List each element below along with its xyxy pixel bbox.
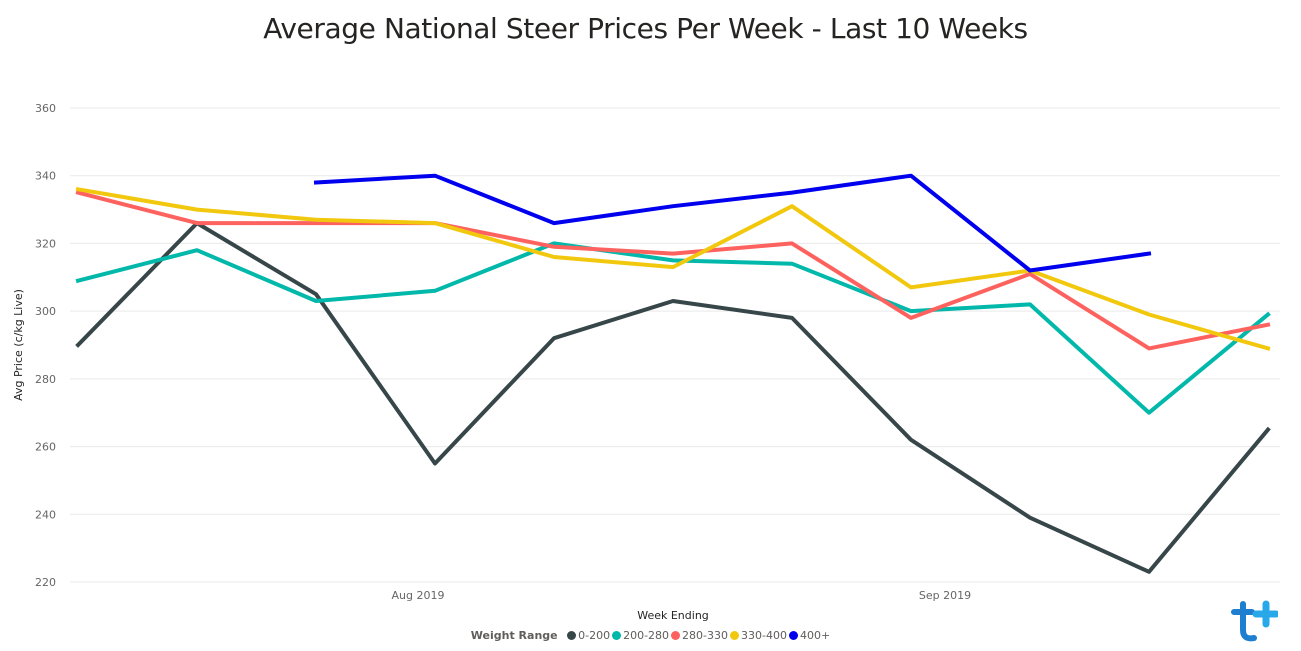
legend-marker xyxy=(567,631,577,640)
legend-title: Weight Range xyxy=(470,629,558,642)
legend-marker xyxy=(671,631,681,640)
y-tick-label: 360 xyxy=(35,102,56,115)
legend-marker xyxy=(788,631,798,640)
legend-item-0-200[interactable]: 0-200 xyxy=(567,629,610,642)
legend-item-400+[interactable]: 400+ xyxy=(788,629,831,642)
series-line-400+[interactable] xyxy=(313,173,1152,273)
legend-label: 400+ xyxy=(799,629,831,642)
legend-label: 280-330 xyxy=(682,629,729,642)
legend-label: 0-200 xyxy=(578,629,611,642)
y-tick-label: 220 xyxy=(35,576,56,589)
series-lines xyxy=(75,173,1271,574)
series-line-280-330[interactable] xyxy=(75,190,1271,351)
brand-logo-icon xyxy=(1231,600,1278,642)
y-tick-label: 260 xyxy=(35,441,56,454)
legend-marker xyxy=(612,631,622,640)
series-line-0-200[interactable] xyxy=(75,221,1271,574)
gridlines xyxy=(70,107,1280,583)
legend-item-200-280[interactable]: 200-280 xyxy=(612,629,669,642)
legend: Weight Range 0-200 200-280 280-330 330-400 4… xyxy=(0,629,1301,642)
series-line-330-400[interactable] xyxy=(75,186,1271,351)
series-line-200-280[interactable] xyxy=(75,241,1271,415)
legend-label: 330-400 xyxy=(741,629,787,642)
chart-title: Average National Steer Prices Per Week -… xyxy=(263,12,1028,45)
y-tick-label: 240 xyxy=(35,508,56,521)
x-tick-label: Aug 2019 xyxy=(392,589,445,602)
legend-label: 200-280 xyxy=(623,629,670,642)
x-axis-title: Week Ending xyxy=(637,609,709,622)
x-axis-ticks: Aug 2019 Sep 2019 xyxy=(392,589,972,602)
y-tick-label: 340 xyxy=(35,170,56,183)
y-tick-label: 300 xyxy=(35,305,56,318)
legend-marker xyxy=(730,631,740,640)
y-tick-label: 280 xyxy=(35,373,56,386)
legend-item-330-400[interactable]: 330-400 xyxy=(730,629,787,642)
y-axis-title: Avg Price (c/kg Live) xyxy=(12,289,25,401)
y-axis-ticks: 220 240 260 280 300 320 340 360 xyxy=(35,102,56,589)
x-tick-label: Sep 2019 xyxy=(919,589,971,602)
y-tick-label: 320 xyxy=(35,237,56,250)
legend-item-280-330[interactable]: 280-330 xyxy=(671,629,728,642)
